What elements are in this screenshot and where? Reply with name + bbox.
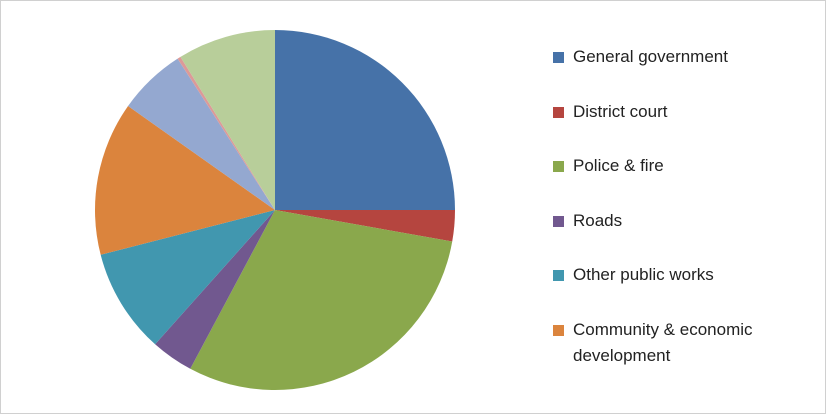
legend-item: Other public works bbox=[553, 262, 803, 317]
legend-swatch bbox=[553, 52, 564, 63]
legend-item: Police & fire bbox=[553, 153, 803, 208]
legend-item: District court bbox=[553, 99, 803, 154]
legend-item: Community & economic development bbox=[553, 317, 803, 372]
pie-slice bbox=[100, 210, 275, 345]
legend-label: General government bbox=[573, 47, 728, 66]
legend-swatch bbox=[553, 161, 564, 172]
pie-slice bbox=[128, 58, 275, 210]
pie-slice bbox=[190, 210, 453, 390]
legend-swatch bbox=[553, 215, 564, 227]
legend-label: District court bbox=[573, 101, 668, 121]
legend: General government District court Police &… bbox=[553, 44, 803, 371]
legend-label: Roads bbox=[573, 210, 623, 230]
legend-label: Community & economic development bbox=[573, 319, 753, 365]
legend-swatch bbox=[553, 324, 564, 336]
legend-label: Other public works bbox=[573, 265, 714, 284]
legend-label: Police & fire bbox=[573, 156, 664, 175]
pie-slice bbox=[95, 106, 275, 255]
pie-slice bbox=[275, 210, 455, 242]
legend-swatch bbox=[553, 270, 564, 281]
legend-item: Roads bbox=[553, 208, 803, 263]
pie-slice bbox=[155, 210, 275, 369]
pie-slice bbox=[180, 29, 275, 210]
legend-item: General government bbox=[553, 44, 803, 99]
pie-slice bbox=[177, 56, 275, 211]
legend-swatch bbox=[553, 106, 564, 118]
pie-slice bbox=[275, 30, 455, 210]
